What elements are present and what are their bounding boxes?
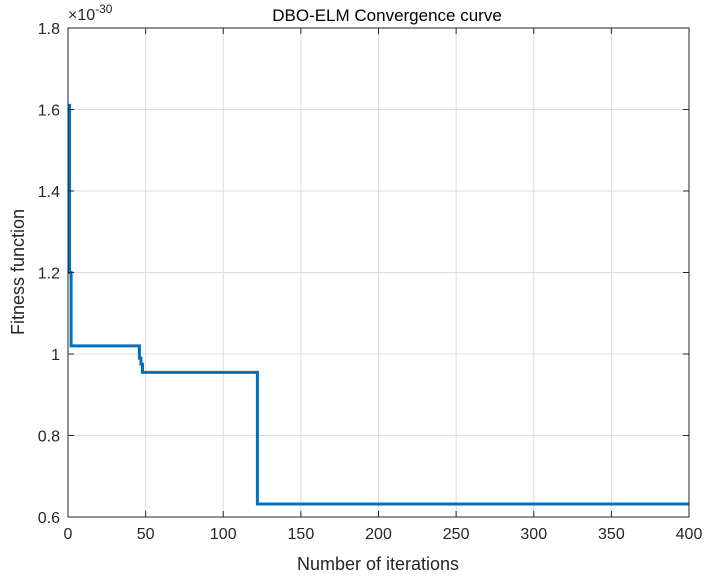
x-tick-label: 250 bbox=[443, 526, 470, 543]
grid-lines bbox=[67, 27, 690, 518]
y-tick-label: 1 bbox=[51, 347, 60, 364]
y-exponent-label: ×10-30 bbox=[68, 2, 113, 24]
x-tick-label: 200 bbox=[365, 526, 392, 543]
y-tick-label: 0.6 bbox=[38, 510, 60, 527]
tick-marks bbox=[67, 27, 690, 518]
y-tick-label: 1.4 bbox=[38, 184, 60, 201]
chart-title: DBO-ELM Convergence curve bbox=[272, 6, 502, 25]
x-tick-label: 400 bbox=[676, 526, 703, 543]
x-tick-label: 350 bbox=[598, 526, 625, 543]
y-exponent-base: ×10 bbox=[68, 7, 95, 24]
x-axis-title: Number of iterations bbox=[297, 554, 459, 574]
y-tick-label: 1.2 bbox=[38, 266, 60, 283]
x-tick-label: 300 bbox=[520, 526, 547, 543]
y-axis-title: Fitness function bbox=[8, 209, 28, 335]
x-tick-labels: 0 50 100 150 200 250 300 350 400 bbox=[64, 526, 703, 543]
y-tick-label: 1.8 bbox=[38, 21, 60, 38]
x-tick-label: 100 bbox=[210, 526, 237, 543]
x-tick-label: 0 bbox=[64, 526, 73, 543]
x-tick-label: 150 bbox=[288, 526, 315, 543]
y-tick-label: 1.6 bbox=[38, 103, 60, 120]
y-tick-label: 0.8 bbox=[38, 429, 60, 446]
y-exponent-power: -30 bbox=[95, 2, 113, 16]
x-tick-label: 50 bbox=[137, 526, 155, 543]
y-tick-labels: 0.6 0.8 1 1.2 1.4 1.6 1.8 bbox=[38, 21, 60, 527]
